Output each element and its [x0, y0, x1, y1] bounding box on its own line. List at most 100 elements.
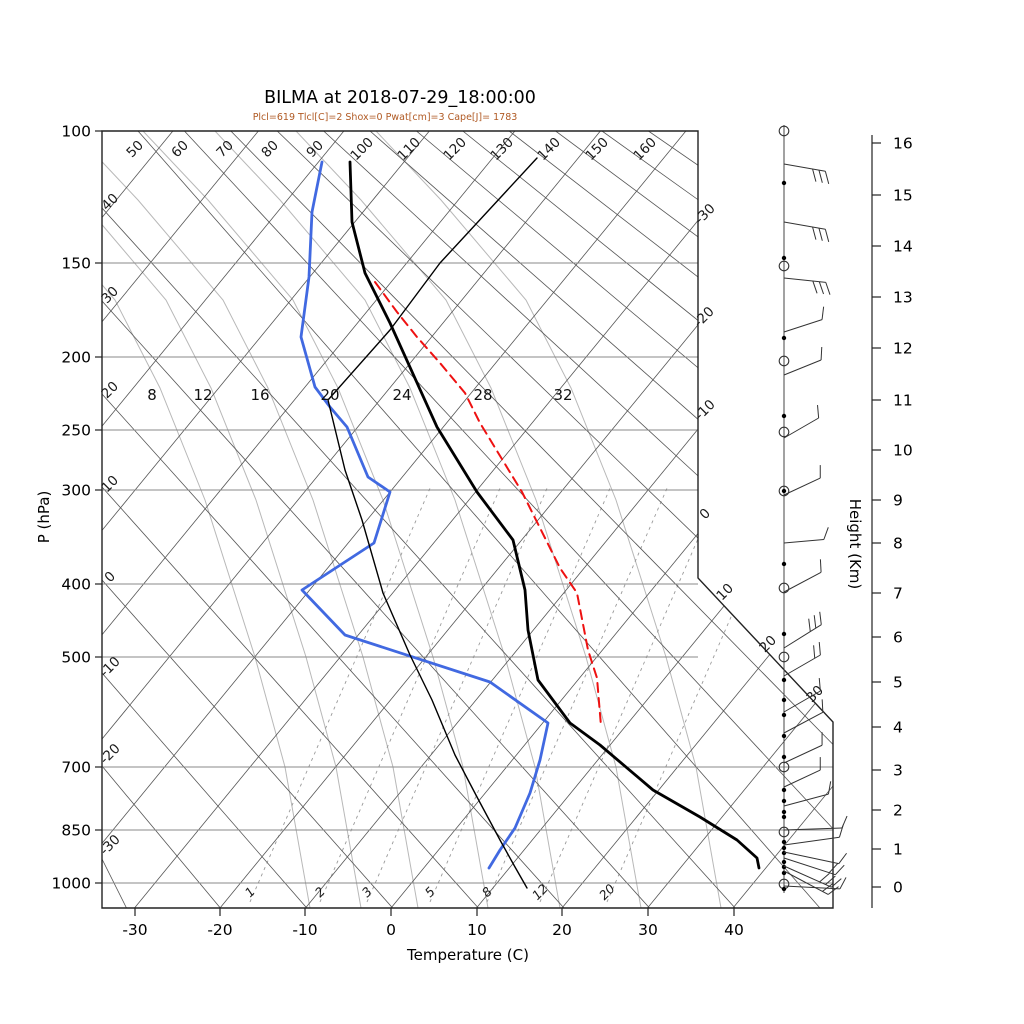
svg-text:0: 0: [696, 505, 713, 522]
svg-text:12: 12: [529, 881, 551, 903]
svg-text:28: 28: [473, 386, 492, 404]
svg-text:4: 4: [893, 719, 903, 737]
wind-level-dot: [781, 809, 787, 815]
svg-text:-20: -20: [97, 741, 124, 768]
wind-level-circle: [778, 125, 790, 137]
wind-level-dot: [781, 255, 787, 261]
svg-text:1: 1: [242, 884, 258, 900]
standard-atmosphere-reference-curve: [327, 157, 538, 889]
wind-barb: [783, 559, 822, 593]
svg-text:500: 500: [61, 649, 91, 667]
wind-barb: [783, 527, 829, 544]
pressure-axis-title: P (hPa): [35, 490, 53, 544]
svg-text:200: 200: [61, 349, 91, 367]
svg-text:100: 100: [347, 134, 377, 164]
svg-text:24: 24: [392, 386, 411, 404]
wind-level-dot: [781, 335, 787, 341]
wind-level-circle: [778, 260, 790, 272]
svg-text:1000: 1000: [52, 875, 91, 893]
wind-barb: [783, 824, 844, 846]
wind-barb: [783, 611, 822, 649]
wind-barb: [783, 221, 830, 242]
svg-text:3: 3: [359, 884, 375, 900]
wind-barb: [783, 870, 839, 895]
wind-level-circle: [778, 651, 790, 663]
svg-text:150: 150: [582, 134, 612, 164]
svg-text:3: 3: [893, 762, 903, 780]
wind-level-dot: [781, 886, 787, 892]
wind-barb: [783, 857, 845, 876]
wind-level-circle: [778, 826, 790, 838]
wind-barb: [783, 163, 830, 184]
isotherm-gridlines: [102, 131, 833, 908]
svg-text:150: 150: [61, 255, 91, 273]
svg-text:16: 16: [893, 135, 913, 153]
temperature-curve: [348, 160, 761, 870]
svg-text:20: 20: [552, 921, 572, 939]
wind-barb: [783, 851, 847, 865]
svg-text:400: 400: [61, 576, 91, 594]
wind-level-circle: [778, 355, 790, 367]
svg-text:-20: -20: [691, 304, 718, 331]
svg-text:80: 80: [258, 137, 281, 160]
svg-text:1: 1: [893, 841, 903, 859]
svg-text:13: 13: [893, 289, 913, 307]
svg-text:11: 11: [893, 392, 913, 410]
wind-level-circle: [778, 485, 790, 497]
wind-level-dot: [781, 839, 787, 845]
gridline-labels: 50 60 70 80 90 100 110 120 130 140 150 160403020100…: [97, 134, 827, 902]
wind-level-dot: [781, 864, 787, 870]
wind-level-dot: [781, 413, 787, 419]
wind-level-dot: [781, 677, 787, 683]
parcel-ascent-curve: [374, 281, 602, 727]
height-axis-title: Height (Km): [846, 498, 864, 590]
svg-text:10: 10: [713, 580, 736, 603]
svg-text:0: 0: [101, 568, 118, 585]
wind-barb: [783, 465, 821, 496]
svg-text:-30: -30: [97, 832, 124, 859]
svg-text:15: 15: [893, 187, 913, 205]
wind-barb: [783, 277, 831, 295]
wind-level-dot: [781, 845, 787, 851]
wind-barb: [783, 815, 848, 831]
svg-text:250: 250: [61, 422, 91, 440]
svg-text:850: 850: [61, 822, 91, 840]
svg-text:5: 5: [893, 674, 903, 692]
svg-text:9: 9: [893, 492, 903, 510]
svg-text:7: 7: [893, 585, 903, 603]
wind-level-dot: [781, 787, 787, 793]
svg-text:5: 5: [422, 884, 438, 900]
svg-text:50: 50: [123, 137, 146, 160]
svg-text:20: 20: [320, 386, 339, 404]
svg-text:2: 2: [893, 802, 903, 820]
dewpoint-curve: [299, 160, 550, 870]
moist-adiabat-gridlines: [102, 131, 722, 908]
wind-level-circle: [778, 582, 790, 594]
svg-text:70: 70: [213, 137, 236, 160]
svg-text:90: 90: [303, 137, 326, 160]
svg-text:-20: -20: [207, 921, 232, 939]
wind-barb-column: [778, 125, 848, 895]
svg-text:-30: -30: [122, 921, 147, 939]
svg-text:300: 300: [61, 482, 91, 500]
wind-barb: [783, 757, 821, 788]
svg-text:12: 12: [893, 340, 913, 358]
wind-level-dot: [781, 814, 787, 820]
x-axis-title: Temperature (C): [407, 946, 529, 964]
wind-barb: [783, 678, 821, 713]
wind-barb: [783, 306, 825, 333]
svg-text:6: 6: [893, 629, 903, 647]
parameter-line: Plcl=619 Tlcl[C]=2 Shox=0 Pwat[cm]=3 Cap…: [252, 112, 518, 123]
wind-level-dot: [781, 712, 787, 718]
svg-text:-10: -10: [292, 921, 317, 939]
svg-text:110: 110: [394, 134, 424, 164]
dry-adiabat-gridlines: [102, 131, 833, 908]
svg-text:12: 12: [193, 386, 212, 404]
svg-text:700: 700: [61, 759, 91, 777]
wind-barb: [783, 732, 823, 764]
svg-text:8: 8: [893, 535, 903, 553]
svg-text:140: 140: [534, 134, 564, 164]
wind-barb: [783, 781, 832, 807]
svg-text:8: 8: [147, 386, 157, 404]
svg-text:10: 10: [467, 921, 487, 939]
